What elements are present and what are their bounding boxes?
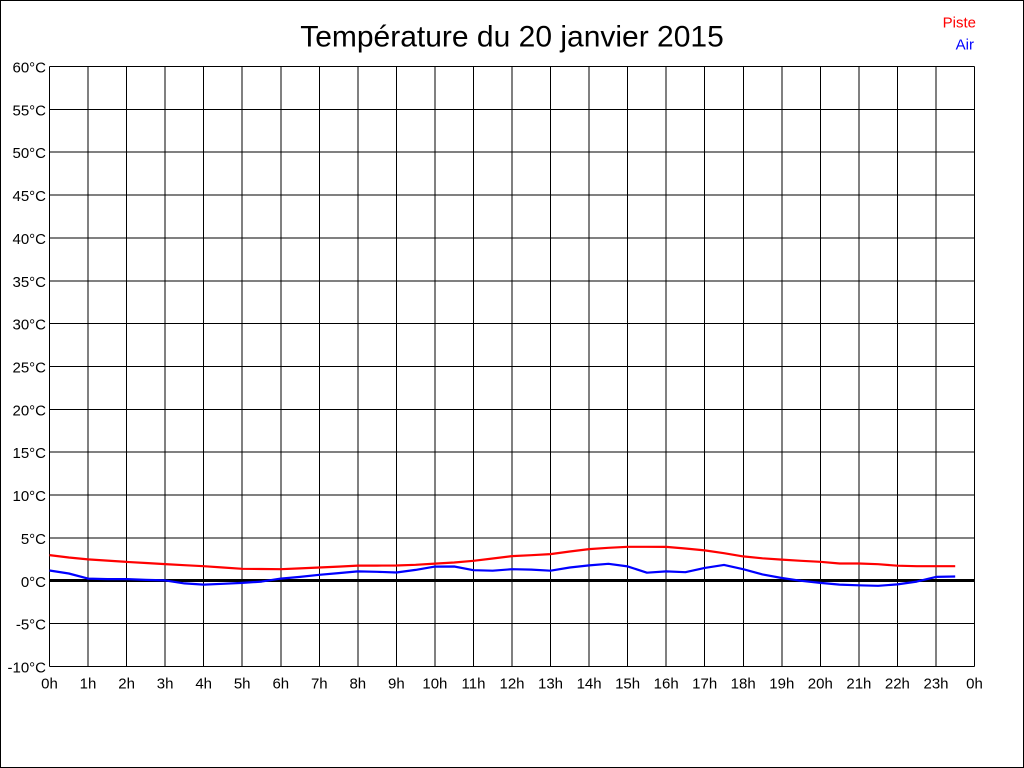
svg-text:14h: 14h <box>577 676 602 693</box>
svg-text:-10°C: -10°C <box>7 660 46 677</box>
svg-text:5°C: 5°C <box>21 531 46 548</box>
svg-text:20°C: 20°C <box>12 402 46 419</box>
svg-text:12h: 12h <box>499 676 524 693</box>
svg-text:10h: 10h <box>422 676 447 693</box>
svg-text:60°C: 60°C <box>12 60 46 77</box>
svg-text:4h: 4h <box>195 676 212 693</box>
svg-text:16h: 16h <box>654 676 679 693</box>
svg-text:8h: 8h <box>349 676 366 693</box>
svg-text:35°C: 35°C <box>12 274 46 291</box>
svg-text:23h: 23h <box>923 676 948 693</box>
svg-text:22h: 22h <box>885 676 910 693</box>
svg-text:2h: 2h <box>118 676 135 693</box>
svg-text:Air: Air <box>956 37 974 54</box>
svg-text:17h: 17h <box>692 676 717 693</box>
svg-text:55°C: 55°C <box>12 102 46 119</box>
svg-text:25°C: 25°C <box>12 360 46 377</box>
svg-text:15h: 15h <box>615 676 640 693</box>
svg-text:20h: 20h <box>808 676 833 693</box>
svg-text:15°C: 15°C <box>12 445 46 462</box>
svg-text:1h: 1h <box>80 676 97 693</box>
svg-text:40°C: 40°C <box>12 231 46 248</box>
svg-text:30°C: 30°C <box>12 317 46 334</box>
svg-text:3h: 3h <box>157 676 174 693</box>
svg-text:0h: 0h <box>966 676 983 693</box>
svg-text:0°C: 0°C <box>21 574 46 591</box>
svg-text:-5°C: -5°C <box>16 617 46 634</box>
svg-text:45°C: 45°C <box>12 188 46 205</box>
svg-text:5h: 5h <box>234 676 251 693</box>
svg-text:6h: 6h <box>272 676 289 693</box>
svg-text:Piste: Piste <box>943 15 976 32</box>
svg-text:0h: 0h <box>41 676 58 693</box>
svg-text:11h: 11h <box>462 676 486 693</box>
svg-text:7h: 7h <box>311 676 328 693</box>
svg-text:Température du 20 janvier 2015: Température du 20 janvier 2015 <box>300 21 724 54</box>
svg-text:10°C: 10°C <box>12 488 46 505</box>
svg-text:13h: 13h <box>538 676 563 693</box>
svg-text:19h: 19h <box>769 676 794 693</box>
svg-text:18h: 18h <box>731 676 756 693</box>
svg-text:50°C: 50°C <box>12 145 46 162</box>
svg-text:9h: 9h <box>388 676 405 693</box>
svg-text:21h: 21h <box>846 676 871 693</box>
